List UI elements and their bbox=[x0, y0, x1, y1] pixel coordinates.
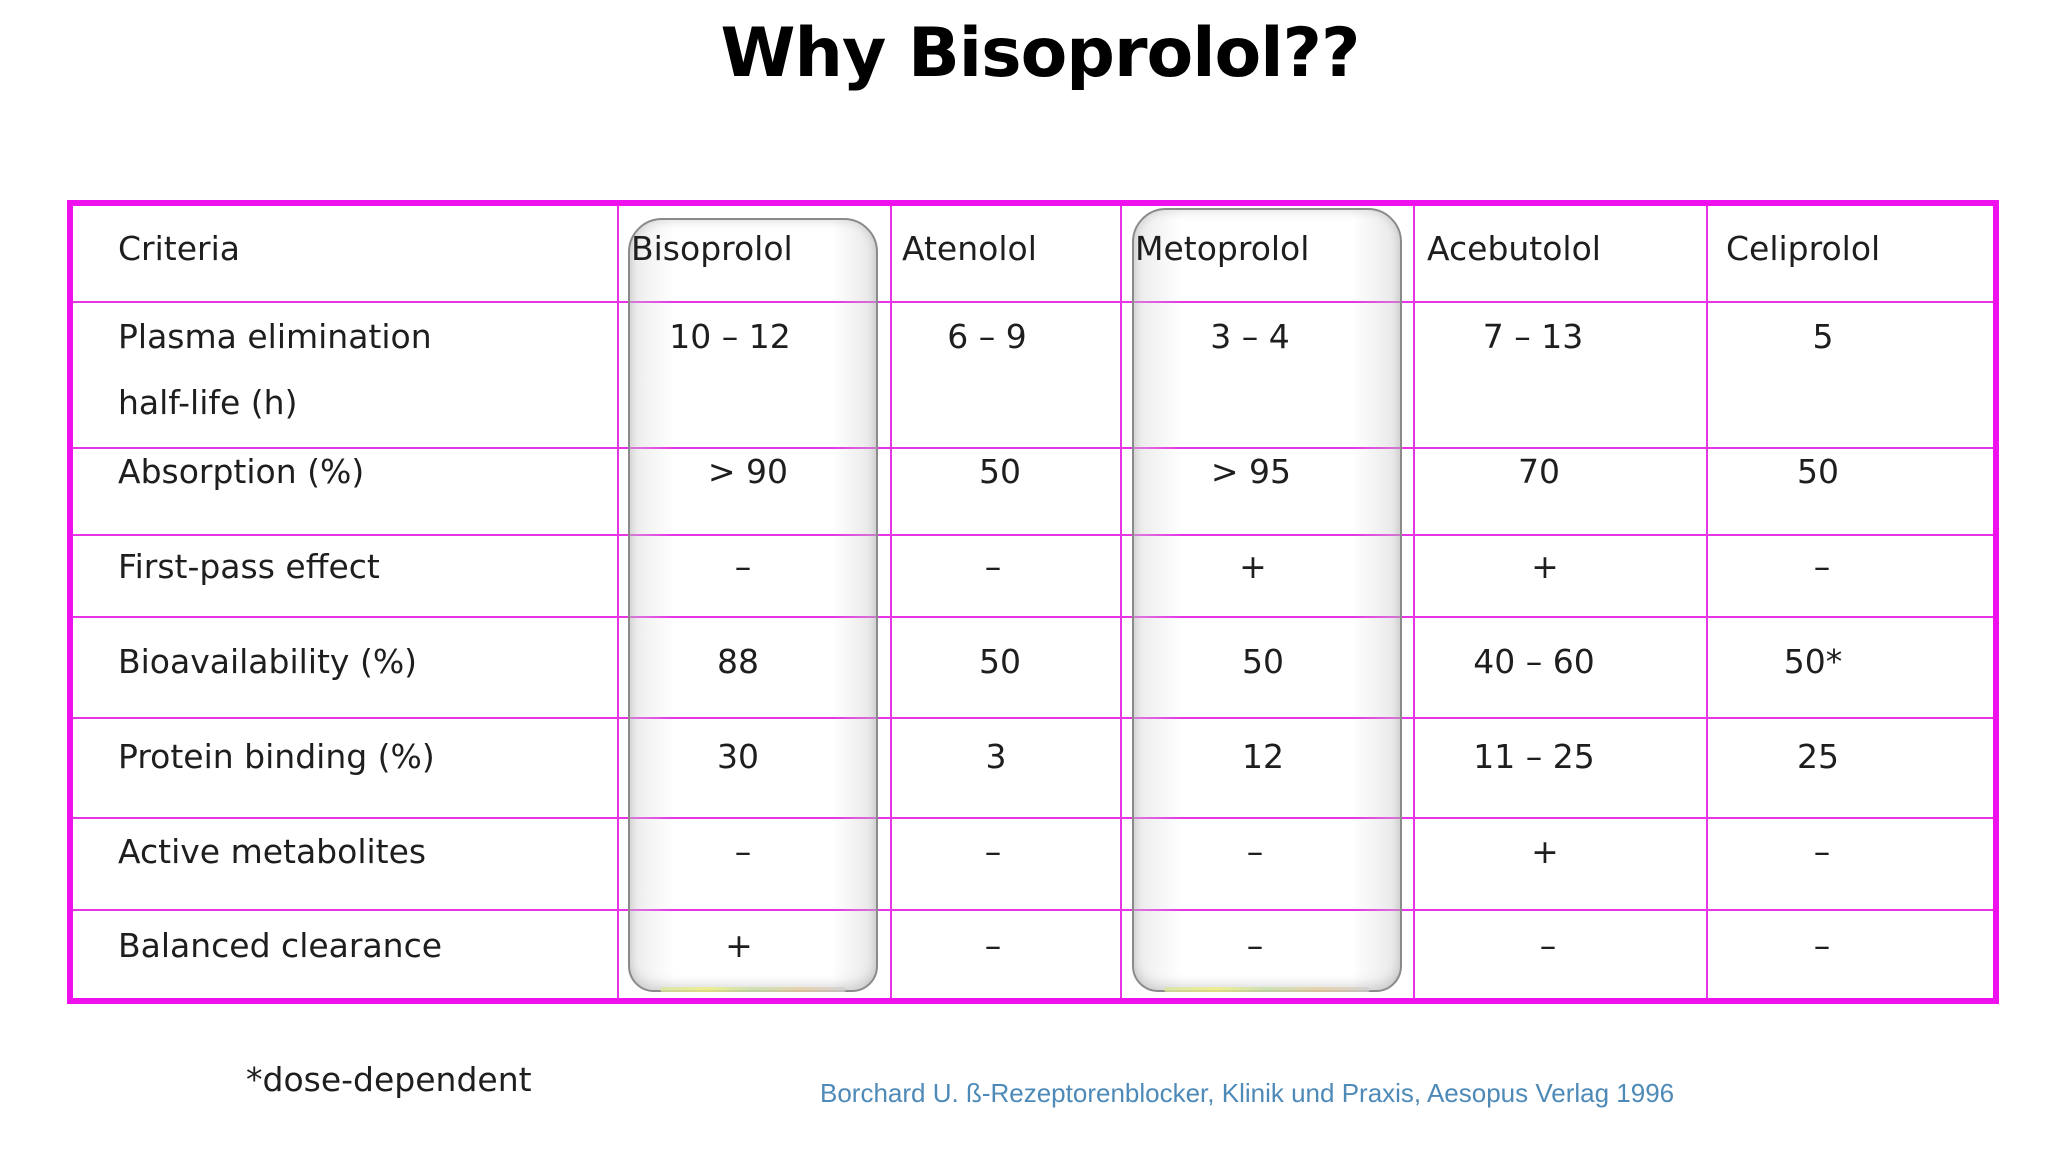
header-bisoprolol: Bisoprolol bbox=[631, 229, 793, 268]
cell-celiprolol: 50 bbox=[1797, 452, 1839, 491]
criteria-label: Bioavailability (%) bbox=[118, 642, 418, 681]
column-divider bbox=[1120, 206, 1122, 998]
cell-atenolol: – bbox=[984, 547, 1002, 586]
cell-bisoprolol: > 90 bbox=[707, 452, 789, 491]
cell-celiprolol: – bbox=[1813, 832, 1831, 871]
cell-bisoprolol: + bbox=[725, 926, 753, 965]
cell-metoprolol: – bbox=[1246, 832, 1264, 871]
cell-celiprolol: – bbox=[1813, 547, 1831, 586]
row-divider bbox=[73, 534, 1993, 536]
criteria-label: Active metabolites bbox=[118, 832, 427, 871]
footnote: *dose-dependent bbox=[246, 1060, 532, 1099]
cell-bisoprolol: – bbox=[734, 547, 752, 586]
cell-bisoprolol: 88 bbox=[717, 642, 759, 681]
cell-atenolol: 3 bbox=[985, 737, 1007, 776]
cell-metoprolol: – bbox=[1246, 926, 1264, 965]
criteria-label: Plasma elimination bbox=[118, 317, 432, 356]
cell-acebutolol: + bbox=[1531, 547, 1559, 586]
cell-bisoprolol: 10 – 12 bbox=[669, 317, 791, 356]
row-divider bbox=[73, 817, 1993, 819]
cell-metoprolol: 3 – 4 bbox=[1210, 317, 1290, 356]
row-divider bbox=[73, 301, 1993, 303]
row-divider bbox=[73, 616, 1993, 618]
header-atenolol: Atenolol bbox=[902, 229, 1037, 268]
header-criteria: Criteria bbox=[118, 229, 240, 268]
cell-metoprolol: 50 bbox=[1242, 642, 1284, 681]
cell-celiprolol: – bbox=[1813, 926, 1831, 965]
slide-title: Why Bisoprolol?? bbox=[720, 14, 1361, 93]
criteria-label: Absorption (%) bbox=[118, 452, 365, 491]
row-divider bbox=[73, 909, 1993, 911]
column-divider bbox=[1706, 206, 1708, 998]
cell-metoprolol: > 95 bbox=[1210, 452, 1292, 491]
column-divider bbox=[1413, 206, 1415, 998]
cell-acebutolol: + bbox=[1531, 832, 1559, 871]
cell-metoprolol: + bbox=[1239, 547, 1267, 586]
criteria-label: Protein binding (%) bbox=[118, 737, 435, 776]
cell-atenolol: 50 bbox=[979, 452, 1021, 491]
header-acebutolol: Acebutolol bbox=[1427, 229, 1601, 268]
cell-acebutolol: 11 – 25 bbox=[1473, 737, 1595, 776]
cell-metoprolol: 12 bbox=[1242, 737, 1284, 776]
cell-acebutolol: 70 bbox=[1518, 452, 1560, 491]
header-metoprolol: Metoprolol bbox=[1135, 229, 1310, 268]
comparison-table: Criteria Bisoprolol Atenolol Metoprolol … bbox=[67, 200, 1999, 1004]
column-divider bbox=[617, 206, 619, 998]
cell-atenolol: 50 bbox=[979, 642, 1021, 681]
criteria-label: Balanced clearance bbox=[118, 926, 443, 965]
cell-bisoprolol: 30 bbox=[717, 737, 759, 776]
row-divider bbox=[73, 717, 1993, 719]
cell-atenolol: – bbox=[984, 926, 1002, 965]
cell-celiprolol: 25 bbox=[1797, 737, 1839, 776]
cell-celiprolol: 50* bbox=[1783, 642, 1843, 681]
criteria-label: First-pass effect bbox=[118, 547, 380, 586]
cell-acebutolol: – bbox=[1539, 926, 1557, 965]
criteria-label-line2: half-life (h) bbox=[118, 383, 298, 422]
cell-acebutolol: 40 – 60 bbox=[1473, 642, 1595, 681]
cell-acebutolol: 7 – 13 bbox=[1482, 317, 1584, 356]
cell-celiprolol: 5 bbox=[1812, 317, 1834, 356]
header-celiprolol: Celiprolol bbox=[1726, 229, 1881, 268]
cell-atenolol: 6 – 9 bbox=[947, 317, 1027, 356]
row-divider bbox=[73, 447, 1993, 449]
cell-bisoprolol: – bbox=[734, 832, 752, 871]
column-divider bbox=[890, 206, 892, 998]
cell-atenolol: – bbox=[984, 832, 1002, 871]
citation: Borchard U. ß-Rezeptorenblocker, Klinik … bbox=[820, 1078, 1675, 1108]
